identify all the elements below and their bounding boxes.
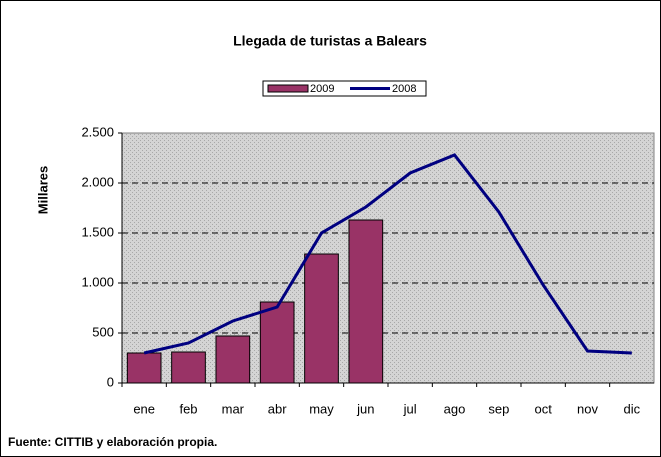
x-tick-label: mar — [222, 401, 245, 416]
y-tick-label: 1.500 — [81, 224, 114, 239]
plot-area — [121, 132, 655, 384]
y-tick-label: 2.500 — [81, 124, 114, 139]
x-tick-label: abr — [268, 401, 287, 416]
x-tick-label: jul — [403, 401, 417, 416]
bar — [171, 351, 206, 384]
x-tick-label: may — [309, 401, 334, 416]
x-tick-label: dic — [624, 401, 641, 416]
x-tick-label: feb — [179, 401, 197, 416]
y-tick-label: 1.000 — [81, 274, 114, 289]
source: Fuente: CITTIB y elaboración propia. — [8, 435, 217, 449]
x-tick-label: ago — [444, 401, 466, 416]
y-axis-label: Millares — [35, 166, 50, 214]
bar — [304, 253, 339, 384]
y-tick-label: 0 — [107, 374, 114, 389]
bar — [215, 335, 251, 384]
x-tick-label: ene — [133, 401, 155, 416]
y-tick-label: 2.000 — [81, 174, 114, 189]
bar — [126, 352, 162, 384]
y-tick-label: 500 — [92, 324, 114, 339]
legend-label: 2009 — [310, 83, 334, 95]
x-tick-label: oct — [534, 401, 552, 416]
bar — [348, 219, 384, 384]
x-tick-label: nov — [577, 401, 598, 416]
legend-label: 2008 — [392, 83, 416, 95]
legend-swatch — [267, 84, 309, 93]
bar — [259, 301, 295, 384]
x-tick-label: sep — [488, 401, 509, 416]
x-tick-label: jun — [356, 401, 374, 416]
line — [143, 153, 632, 355]
chart-title: Llegada de turistas a Balears — [233, 33, 427, 49]
